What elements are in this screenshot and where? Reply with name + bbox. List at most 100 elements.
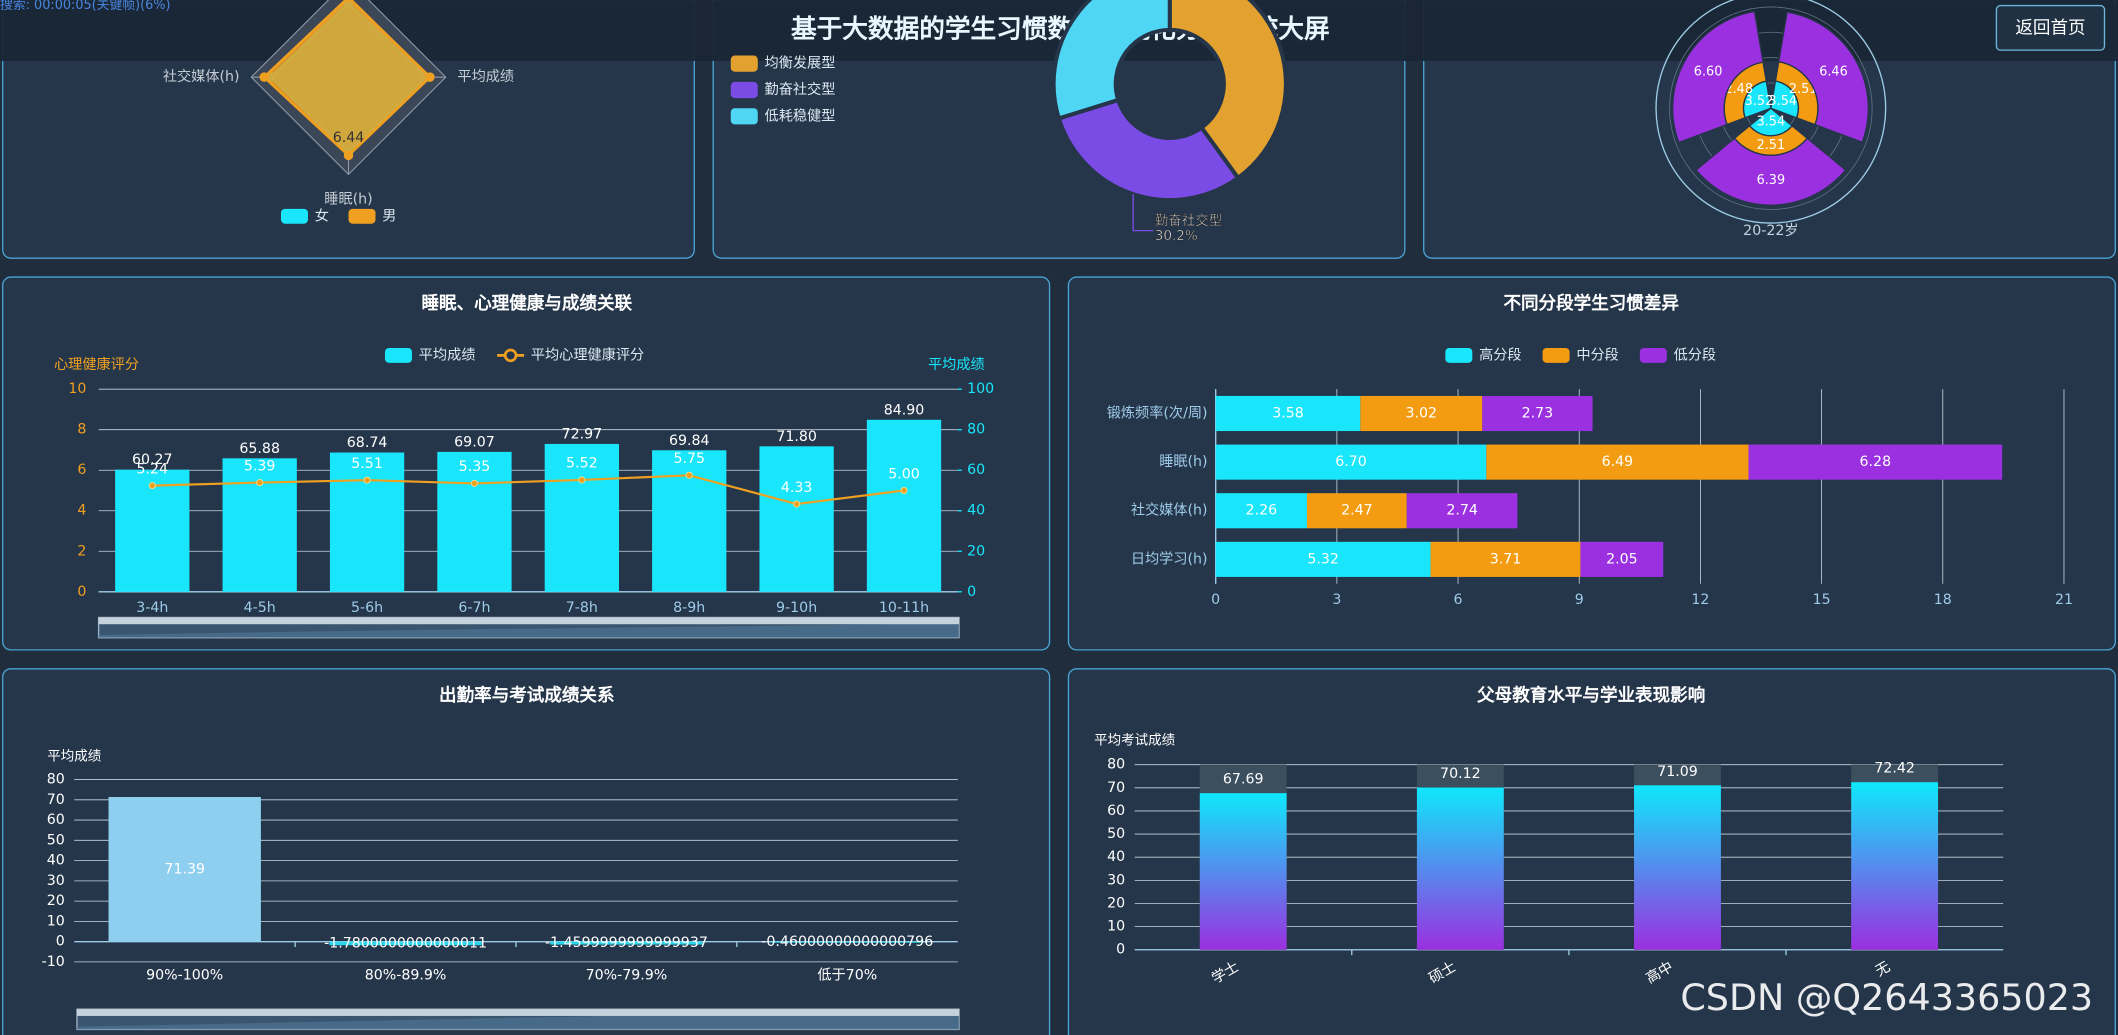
- slider-bar[interactable]: [98, 617, 960, 625]
- bar-segment: [1306, 493, 1407, 529]
- legend-icon: [384, 347, 412, 363]
- radar-point: [259, 72, 269, 82]
- value-label: 65.88: [239, 441, 280, 457]
- panel-title: 父母教育水平与学业表现影响: [1476, 685, 1705, 706]
- polar-grid: [1669, 6, 1873, 210]
- value-label: 2.74: [1446, 503, 1478, 519]
- value-label: 5.00: [888, 466, 920, 482]
- zoom-slider[interactable]: [76, 1008, 960, 1031]
- value-label: 60.27: [132, 452, 173, 468]
- x-tick-label: 8-9h: [673, 600, 705, 616]
- button-label[interactable]: 返回首页: [2015, 19, 2085, 39]
- bar: [771, 941, 924, 943]
- x-tick-label: 21: [2055, 592, 2073, 608]
- polar-bar: [1695, 137, 1847, 206]
- y-tick-label: 40: [1107, 849, 1125, 865]
- x-tick-label: 7-8h: [566, 600, 598, 616]
- radar-point: [344, 0, 353, 3]
- panel-title: 出勤率与考试成绩关系: [439, 685, 614, 706]
- value-label: 2.47: [1341, 503, 1373, 519]
- value-label: 72.42: [1874, 761, 1915, 777]
- y-tick-label: 10: [1107, 919, 1125, 935]
- value-label: 3.52: [1745, 94, 1774, 109]
- home-button[interactable]: 返回首页: [1995, 4, 2106, 51]
- y-tick-label: 50: [1107, 826, 1125, 842]
- value-label: 69.84: [669, 433, 710, 449]
- pie-slice: [1167, 0, 1288, 181]
- value-label: 67.69: [1223, 772, 1264, 788]
- value-label: 5.51: [351, 456, 383, 472]
- x-tick-label: 12: [1691, 592, 1709, 608]
- bar-segment: [1215, 444, 1487, 480]
- value-label: -1.4599999999999937: [545, 935, 708, 951]
- radar-indicator: 社交媒体(h): [163, 68, 240, 85]
- bar-segment: [1430, 541, 1581, 577]
- x-tick-label: 无: [1873, 959, 1893, 980]
- value-label: 71.09: [1657, 764, 1698, 780]
- bar: [1199, 793, 1287, 950]
- bar-segment: [1748, 444, 2003, 480]
- polar-bar: [1672, 10, 1764, 144]
- x-tick-label: 9: [1575, 592, 1584, 608]
- y2-axis-title: 平均成绩: [928, 357, 985, 373]
- value-label: 2.51: [1789, 82, 1818, 97]
- y-tick-label: 80: [1107, 757, 1125, 773]
- legend-label: 平均心理健康评分: [531, 346, 644, 363]
- value-label: 2.73: [1522, 405, 1554, 421]
- pie-slice: [1051, 0, 1172, 121]
- pie-slice: [1056, 97, 1241, 203]
- slider-shape: [98, 621, 960, 638]
- legend-label: 高分段: [1479, 346, 1522, 363]
- bar-segment: [1215, 395, 1361, 432]
- slider-bar[interactable]: [76, 1009, 960, 1016]
- line-point: [685, 471, 693, 479]
- bar: [115, 469, 190, 592]
- radar-indicator: 睡眠(h): [324, 192, 372, 208]
- y2-tick-label: 80: [967, 422, 985, 438]
- bar: [544, 443, 619, 592]
- value-label: 3.58: [1272, 405, 1304, 421]
- legend-label: 中分段: [1576, 347, 1619, 363]
- panel: [2, 668, 1051, 1035]
- radar-point: [343, 150, 354, 161]
- radar-indicator: 平均成绩: [457, 69, 514, 85]
- legend-icon: [348, 208, 376, 224]
- bar: [437, 451, 512, 592]
- line-point: [148, 482, 156, 490]
- legend-icon: [1639, 347, 1667, 363]
- y-axis-title: 平均考试成绩: [1094, 732, 1175, 748]
- legend-icon: [730, 81, 758, 99]
- bar: [1634, 785, 1721, 950]
- bar-segment: [1482, 395, 1593, 432]
- y-tick-label: 60: [1107, 803, 1125, 819]
- legend-label: 低分段: [1674, 347, 1717, 363]
- polar-bar: [1777, 11, 1870, 144]
- y-tick-label: 8: [77, 422, 86, 438]
- x-tick-label: 70%-79.9%: [586, 967, 668, 983]
- y-tick-label: 30: [1107, 872, 1125, 888]
- y2-tick-label: 40: [967, 503, 985, 519]
- y-tick-label: 锻炼频率(次/周): [1107, 404, 1208, 421]
- button-box[interactable]: [1995, 4, 2106, 51]
- y-tick-label: 6: [77, 462, 86, 478]
- legend-label: 男: [382, 208, 396, 224]
- y-tick-label: -10: [42, 954, 65, 970]
- y-tick-label: 20: [47, 893, 65, 909]
- value-label: 6.46: [1819, 65, 1848, 80]
- value-label: 70.12: [1440, 766, 1481, 782]
- value-label: 6.60: [1694, 64, 1723, 79]
- y-tick-label: 社交媒体(h): [1131, 502, 1208, 519]
- y-tick-label: 0: [56, 934, 65, 950]
- bar: [1851, 782, 1939, 950]
- zoom-slider[interactable]: [97, 616, 960, 639]
- value-label: 6.28: [1860, 454, 1892, 470]
- bar-segment: [1360, 395, 1483, 432]
- x-tick-label: 6: [1454, 592, 1463, 608]
- value-label: 84.90: [884, 402, 925, 418]
- bar: [329, 452, 405, 592]
- value-label: 6.44: [333, 130, 365, 146]
- slice-value: 30.2%: [1155, 228, 1198, 244]
- value-label: 71.39: [164, 861, 205, 877]
- status-text: 搜索: 00:00:05(关键帧)(6%): [0, 0, 171, 13]
- value-label: 6.70: [1335, 454, 1367, 470]
